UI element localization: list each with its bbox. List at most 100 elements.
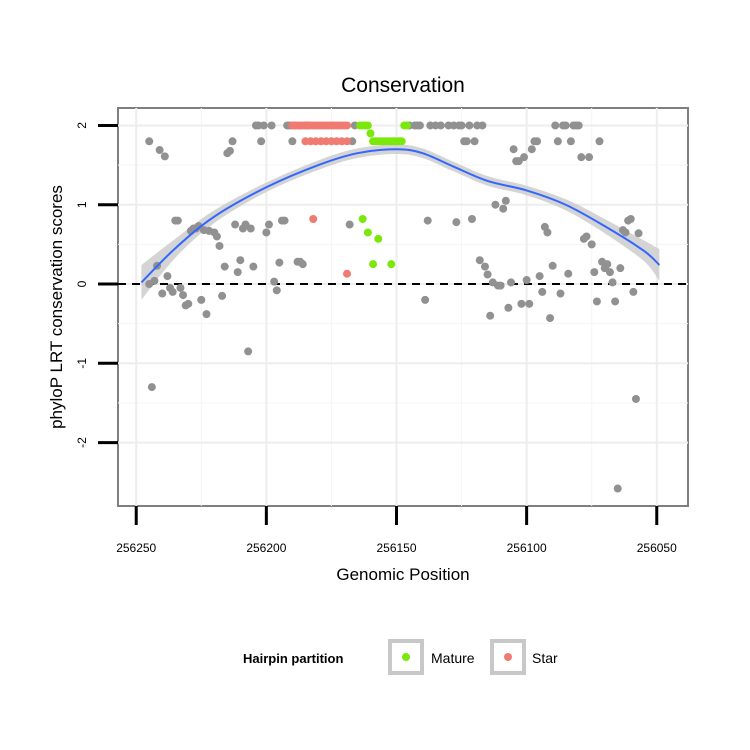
data-point-other bbox=[551, 121, 560, 130]
data-point-other bbox=[608, 278, 617, 287]
data-point-other bbox=[176, 283, 185, 292]
y-tick-label: 1 bbox=[75, 201, 89, 208]
data-point-other bbox=[147, 383, 156, 392]
data-point-star bbox=[343, 269, 352, 278]
data-point-other bbox=[629, 287, 638, 296]
data-point-other bbox=[155, 146, 164, 155]
data-point-other bbox=[478, 121, 487, 130]
data-point-other bbox=[509, 145, 518, 154]
data-point-other bbox=[197, 295, 206, 304]
x-tick-label: 256250 bbox=[116, 541, 156, 555]
data-point-other bbox=[179, 291, 188, 300]
smooth-curve bbox=[140, 148, 661, 284]
data-point-other bbox=[215, 241, 224, 250]
data-point-other bbox=[184, 299, 193, 308]
data-point-other bbox=[605, 268, 614, 277]
data-point-other bbox=[262, 228, 271, 237]
data-point-other bbox=[160, 152, 169, 161]
data-point-other bbox=[631, 394, 640, 403]
data-point-other bbox=[267, 121, 276, 130]
data-point-mature bbox=[366, 129, 375, 138]
data-point-other bbox=[436, 121, 445, 130]
data-point-other bbox=[470, 137, 479, 146]
data-point-other bbox=[475, 256, 484, 265]
data-point-other bbox=[298, 260, 307, 269]
data-point-other bbox=[613, 484, 622, 493]
data-point-other bbox=[522, 276, 531, 285]
data-point-mature bbox=[374, 234, 383, 243]
legend-title: Hairpin partition bbox=[243, 651, 343, 666]
data-point-other bbox=[543, 228, 552, 237]
x-tick-label: 256200 bbox=[246, 541, 286, 555]
data-point-other bbox=[415, 121, 424, 130]
smooth-band bbox=[141, 144, 660, 300]
data-point-other bbox=[561, 121, 570, 130]
data-point-other bbox=[603, 260, 612, 269]
data-point-other bbox=[491, 200, 500, 209]
loess-line bbox=[140, 148, 661, 284]
data-point-other bbox=[462, 137, 471, 146]
data-point-other bbox=[595, 137, 604, 146]
data-point-other bbox=[480, 262, 489, 271]
data-point-other bbox=[220, 262, 229, 271]
data-point-other bbox=[280, 216, 289, 225]
data-point-other bbox=[496, 281, 505, 290]
data-point-other bbox=[527, 145, 536, 154]
data-point-other bbox=[616, 264, 625, 273]
data-point-other bbox=[452, 218, 461, 227]
data-point-other bbox=[145, 137, 154, 146]
data-point-other bbox=[233, 268, 242, 277]
data-point-other bbox=[264, 220, 273, 229]
data-point-other bbox=[590, 268, 599, 277]
data-point-other bbox=[507, 278, 516, 287]
data-point-other bbox=[244, 347, 253, 356]
data-point-other bbox=[249, 262, 258, 271]
data-point-other bbox=[231, 220, 240, 229]
data-point-other bbox=[270, 277, 279, 286]
data-point-other bbox=[556, 289, 565, 298]
data-point-other bbox=[421, 295, 430, 304]
data-point-other bbox=[168, 287, 177, 296]
plot-panel bbox=[117, 107, 689, 507]
scatter-points bbox=[145, 121, 643, 493]
y-tick-label: -1 bbox=[75, 358, 89, 369]
data-point-other bbox=[236, 256, 245, 265]
data-point-star bbox=[343, 121, 352, 130]
data-point-other bbox=[577, 153, 586, 162]
chart-title: Conservation bbox=[341, 74, 465, 97]
data-point-other bbox=[202, 310, 211, 319]
data-point-other bbox=[288, 137, 297, 146]
data-point-other bbox=[553, 137, 562, 146]
data-point-other bbox=[634, 229, 643, 238]
data-point-mature bbox=[402, 121, 411, 130]
data-point-mature bbox=[397, 137, 406, 146]
data-point-other bbox=[564, 269, 573, 278]
data-point-other bbox=[504, 303, 513, 312]
data-point-other bbox=[592, 297, 601, 306]
data-point-other bbox=[465, 121, 474, 130]
data-point-other bbox=[546, 314, 555, 323]
confidence-band bbox=[141, 144, 660, 300]
data-point-other bbox=[517, 299, 526, 308]
legend-label-star: Star bbox=[532, 650, 558, 666]
data-point-other bbox=[566, 137, 575, 146]
data-point-other bbox=[520, 153, 529, 162]
legend: Hairpin partition Mature Star bbox=[243, 639, 558, 675]
data-point-mature bbox=[369, 260, 378, 269]
data-point-other bbox=[212, 232, 221, 241]
data-point-other bbox=[228, 137, 237, 146]
data-point-mature bbox=[363, 121, 372, 130]
data-point-other bbox=[611, 297, 620, 306]
data-point-mature bbox=[363, 228, 372, 237]
data-point-other bbox=[173, 216, 182, 225]
legend-label-mature: Mature bbox=[431, 650, 475, 666]
data-point-other bbox=[259, 121, 268, 130]
data-point-other bbox=[158, 289, 167, 298]
data-point-other bbox=[582, 232, 591, 241]
data-point-other bbox=[345, 220, 354, 229]
y-axis-label: phyloP LRT conservation scores bbox=[47, 185, 66, 429]
data-point-star bbox=[309, 214, 318, 223]
data-point-other bbox=[574, 121, 583, 130]
data-point-other bbox=[272, 286, 281, 295]
